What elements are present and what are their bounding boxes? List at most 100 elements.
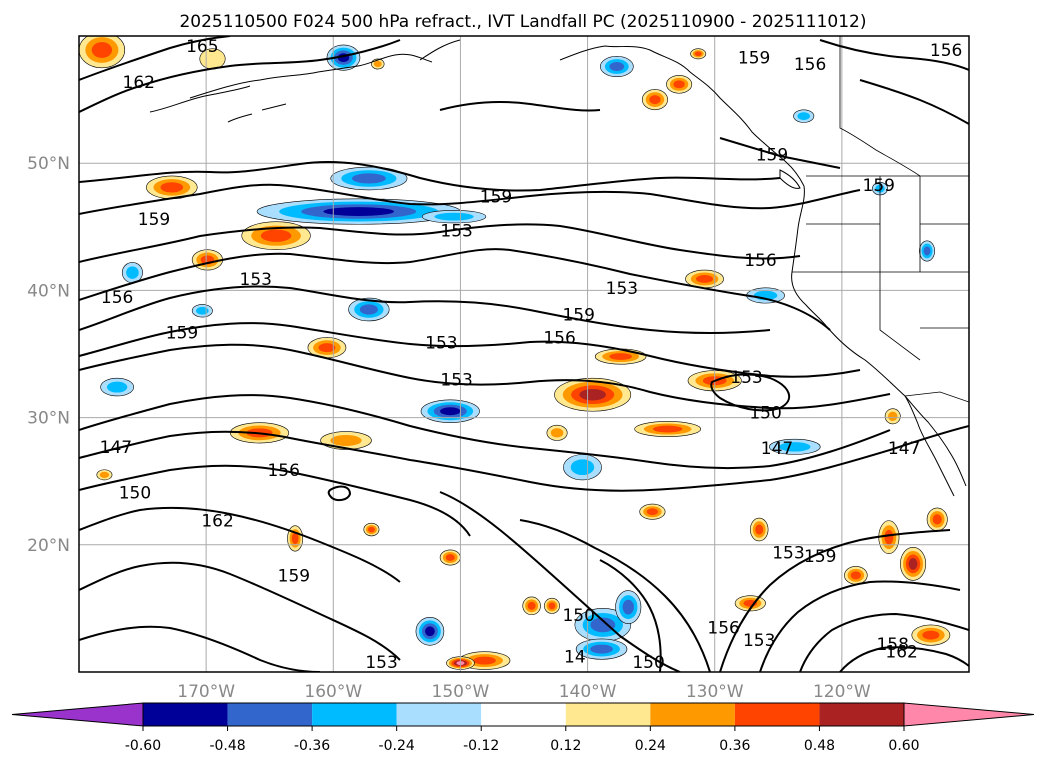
ivt-shade-cell bbox=[666, 75, 693, 94]
ivt-shade-level bbox=[649, 95, 661, 105]
ivt-shade-level bbox=[590, 617, 616, 633]
ivt-shade-cell bbox=[563, 454, 602, 481]
ivt-shade-cell bbox=[919, 240, 935, 262]
ivt-shade-cell bbox=[546, 424, 568, 441]
ivt-shade-cell bbox=[348, 297, 390, 322]
political-borders bbox=[792, 36, 969, 403]
contour-label: 153 bbox=[425, 334, 457, 354]
ivt-shade-level bbox=[260, 229, 292, 242]
ivt-shade-level bbox=[126, 266, 139, 279]
latitude-tick-label: 50°N bbox=[27, 154, 70, 174]
colorbar-segment bbox=[396, 703, 482, 726]
latitude-tick-label: 20°N bbox=[27, 536, 70, 556]
contour-label: 153 bbox=[440, 370, 472, 390]
latitude-tick-label: 40°N bbox=[27, 281, 70, 301]
ivt-shade-level bbox=[609, 353, 632, 360]
colorbar-tick-label: -0.48 bbox=[209, 738, 245, 754]
ivt-shade-cell bbox=[256, 198, 461, 225]
ivt-shade-level bbox=[330, 435, 362, 446]
ivt-shade-cell bbox=[685, 269, 724, 289]
ivt-shade-cell bbox=[100, 377, 134, 397]
colorbar-segment bbox=[650, 703, 735, 726]
contour-label: 156 bbox=[101, 288, 133, 308]
contour-label: 156 bbox=[707, 618, 739, 638]
state-borders bbox=[792, 176, 969, 361]
ivt-shade-level bbox=[673, 80, 685, 89]
contour-label: 14 bbox=[564, 648, 586, 668]
ivt-shade-level bbox=[373, 60, 382, 68]
map-background bbox=[79, 36, 969, 672]
contour-line bbox=[859, 79, 969, 125]
colorbar-tick-label: 0.60 bbox=[888, 738, 919, 754]
ivt-shade-level bbox=[473, 656, 496, 665]
colorbar-segment bbox=[481, 703, 566, 726]
ivt-shade-level bbox=[622, 599, 634, 615]
colorbar-tick-label: 0.36 bbox=[719, 738, 750, 754]
ivt-shading bbox=[79, 36, 951, 670]
ivt-shade-cell bbox=[793, 109, 815, 123]
ivt-shade-level bbox=[646, 508, 659, 516]
ivt-shade-cell bbox=[121, 262, 143, 284]
ivt-shade-cell bbox=[439, 549, 461, 566]
longitude-tick-label: 160°W bbox=[304, 682, 362, 702]
contour-label: 159 bbox=[278, 566, 310, 586]
ivt-shade-level bbox=[932, 514, 942, 525]
ivt-shade-level bbox=[590, 644, 613, 654]
contour-label: 153 bbox=[730, 368, 762, 388]
contour-label: 153 bbox=[743, 631, 775, 651]
contour-label: 162 bbox=[123, 73, 155, 93]
contour-line bbox=[79, 464, 471, 537]
ivt-shade-level bbox=[445, 554, 455, 561]
contour-label: 156 bbox=[794, 55, 826, 75]
colorbar-tick-label: -0.36 bbox=[294, 738, 330, 754]
contour-label: 153 bbox=[240, 270, 272, 290]
contour-line bbox=[819, 39, 969, 71]
ivt-shade-level bbox=[884, 529, 894, 545]
contour-line bbox=[79, 425, 969, 492]
contour-line bbox=[79, 36, 231, 81]
aleutian-islands bbox=[227, 103, 287, 123]
ivt-shade-level bbox=[368, 526, 375, 533]
vancouver-island bbox=[779, 169, 801, 189]
contour-line bbox=[719, 137, 841, 169]
contour-label: 158 bbox=[876, 635, 908, 655]
contour-line bbox=[79, 160, 781, 192]
contour-label: 159 bbox=[166, 323, 198, 343]
colorbar-frame bbox=[142, 702, 905, 727]
ivt-shade-level bbox=[850, 571, 861, 580]
contour-label: 147 bbox=[100, 438, 132, 458]
colorbar-tick-label: 0.48 bbox=[804, 738, 835, 754]
colorbar-tick-label: 0.24 bbox=[635, 738, 666, 754]
contour-label: 153 bbox=[606, 279, 638, 299]
ivt-shade-cell bbox=[615, 590, 642, 624]
contour-labels: 1651621591531561591471501561621591531591… bbox=[100, 37, 963, 673]
colorbar-segments bbox=[11, 702, 1035, 727]
ivt-shade-level bbox=[160, 182, 184, 193]
ivt-shade-cell bbox=[554, 377, 632, 412]
ivt-shade-level bbox=[579, 388, 606, 401]
ivt-shade-cell bbox=[522, 596, 541, 616]
contour-line bbox=[79, 183, 861, 215]
ivt-shade-cell bbox=[420, 399, 480, 423]
ivt-shade-level bbox=[196, 306, 209, 315]
map-frame bbox=[78, 35, 970, 673]
colorbar-tick-label: 0.12 bbox=[550, 738, 581, 754]
ivt-shade-cell bbox=[594, 348, 647, 365]
alaska-peninsula-coast bbox=[149, 85, 251, 113]
gulf-of-alaska-coast bbox=[419, 39, 805, 187]
ivt-shade-cell bbox=[911, 624, 951, 646]
contour-line bbox=[79, 248, 831, 331]
ivt-shade-level bbox=[548, 602, 556, 610]
ivt-shade-level bbox=[694, 51, 702, 57]
contour-label: 159 bbox=[738, 49, 770, 69]
ivt-shade-level bbox=[359, 304, 378, 315]
contour-line bbox=[719, 529, 951, 672]
ivt-shade-level bbox=[434, 212, 474, 221]
ivt-shade-cell bbox=[421, 209, 487, 224]
contour-line bbox=[79, 394, 891, 470]
ivt-shade-level bbox=[351, 173, 386, 184]
contour-line bbox=[439, 491, 681, 672]
contour-line bbox=[439, 101, 601, 112]
ivt-shade-level bbox=[797, 112, 810, 121]
ivt-shade-level bbox=[652, 425, 683, 433]
